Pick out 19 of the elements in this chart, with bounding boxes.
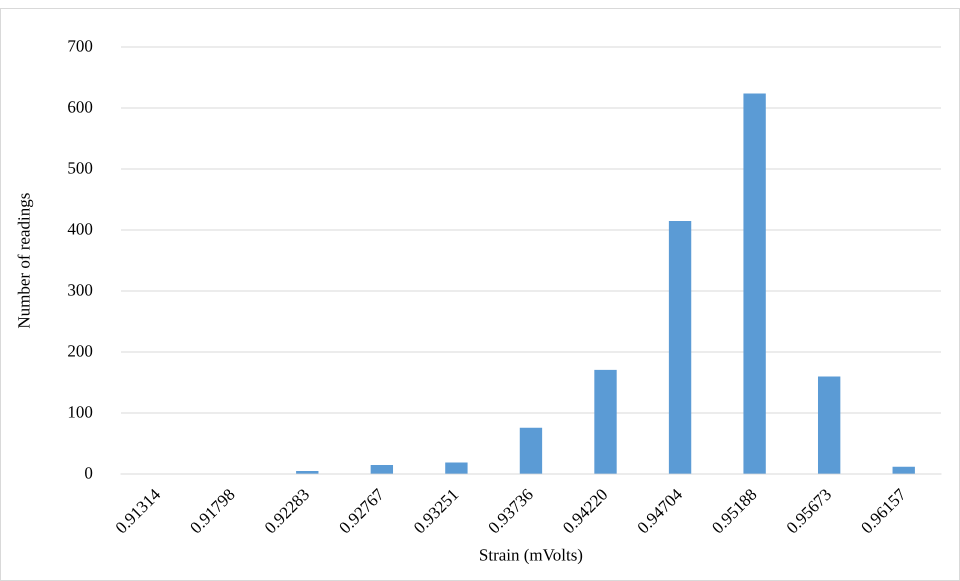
y-axis-title: Number of readings	[14, 192, 34, 329]
bar	[892, 466, 915, 474]
bar	[668, 221, 692, 474]
bar	[520, 428, 542, 474]
y-tick-label: 100	[67, 402, 93, 422]
y-tick-label: 300	[67, 280, 93, 300]
bar	[296, 471, 318, 474]
x-axis-title: Strain (mVolts)	[478, 545, 583, 564]
y-tick-label: 600	[67, 98, 93, 117]
y-tick-label: 400	[67, 220, 93, 239]
y-tick-label: 0	[84, 464, 93, 483]
bar	[743, 94, 766, 474]
bar	[818, 376, 840, 474]
bar	[445, 462, 468, 474]
y-tick-label: 700	[67, 36, 93, 56]
y-tick-label: 500	[67, 158, 93, 178]
bar	[370, 464, 394, 474]
bar	[594, 370, 617, 474]
y-tick-label: 200	[67, 342, 93, 361]
